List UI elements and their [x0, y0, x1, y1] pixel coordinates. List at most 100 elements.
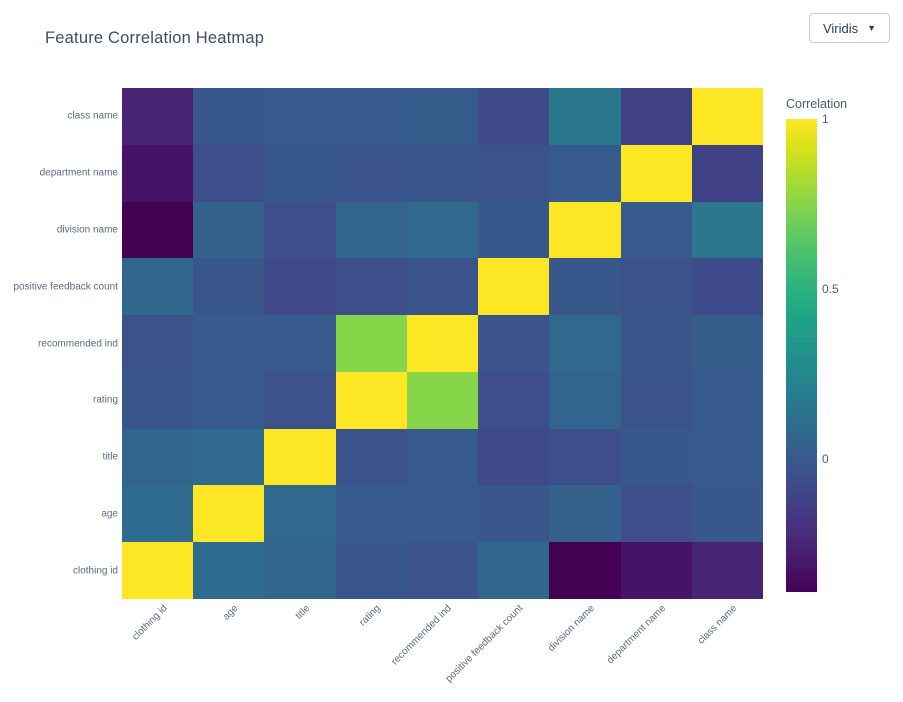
heatmap-cell[interactable] — [264, 258, 336, 316]
heatmap-cell[interactable] — [264, 485, 336, 543]
heatmap-cell[interactable] — [549, 542, 621, 599]
colorbar-tick-label: 1 — [822, 112, 829, 126]
heatmap-cell[interactable] — [193, 428, 265, 486]
heatmap-cell[interactable] — [122, 485, 194, 543]
heatmap-cell[interactable] — [478, 542, 550, 599]
heatmap-cell[interactable] — [620, 485, 692, 543]
heatmap-cell[interactable] — [549, 201, 621, 259]
heatmap-cell[interactable] — [122, 144, 194, 202]
colorbar-gradient — [786, 119, 817, 592]
heatmap-cell[interactable] — [193, 371, 265, 429]
x-axis-tick-label: age — [221, 603, 241, 623]
heatmap-cell[interactable] — [691, 201, 763, 259]
heatmap-cell[interactable] — [478, 428, 550, 486]
heatmap-cell[interactable] — [691, 485, 763, 543]
x-axis-tick-label: clothing id — [129, 603, 170, 643]
heatmap-cell[interactable] — [478, 201, 550, 259]
y-axis-tick-label: class name — [67, 110, 118, 122]
y-axis-tick-label: title — [102, 451, 118, 463]
heatmap-cell[interactable] — [264, 371, 336, 429]
heatmap-cell[interactable] — [122, 258, 194, 316]
heatmap-cell[interactable] — [335, 428, 407, 486]
heatmap-cell[interactable] — [620, 144, 692, 202]
heatmap-cell[interactable] — [335, 371, 407, 429]
colormap-dropdown[interactable]: Viridis ▼ — [809, 13, 890, 43]
heatmap-cell[interactable] — [193, 258, 265, 316]
heatmap-cell[interactable] — [549, 258, 621, 316]
heatmap-cell[interactable] — [193, 144, 265, 202]
heatmap-cell[interactable] — [264, 88, 336, 145]
heatmap-cell[interactable] — [620, 258, 692, 316]
heatmap-cell[interactable] — [691, 542, 763, 599]
heatmap-cell[interactable] — [478, 485, 550, 543]
x-axis-tick-label: title — [293, 603, 312, 622]
heatmap-cell[interactable] — [406, 88, 479, 145]
heatmap-cell[interactable] — [549, 485, 621, 543]
heatmap-cell[interactable] — [478, 88, 550, 145]
heatmap-cell[interactable] — [406, 428, 479, 486]
heatmap-cell[interactable] — [193, 315, 265, 372]
heatmap-plot-area[interactable] — [122, 88, 763, 599]
heatmap-cell[interactable] — [406, 144, 479, 202]
y-axis-tick-label: age — [101, 508, 118, 520]
heatmap-cell[interactable] — [478, 144, 550, 202]
heatmap-cell[interactable] — [691, 428, 763, 486]
heatmap-cell[interactable] — [691, 371, 763, 429]
heatmap-cell[interactable] — [406, 258, 479, 316]
heatmap-cell[interactable] — [122, 371, 194, 429]
heatmap-cell[interactable] — [406, 315, 479, 372]
heatmap-cell[interactable] — [406, 542, 479, 599]
x-axis-tick-label: rating — [357, 603, 384, 629]
chart-title: Feature Correlation Heatmap — [45, 29, 265, 47]
heatmap-cell[interactable] — [264, 542, 336, 599]
heatmap-cell[interactable] — [620, 542, 692, 599]
heatmap-cell[interactable] — [691, 88, 763, 145]
heatmap-cell[interactable] — [691, 258, 763, 316]
x-axis-tick-label: recommended ind — [389, 603, 455, 668]
heatmap-cell[interactable] — [478, 258, 550, 316]
heatmap-cell[interactable] — [193, 88, 265, 145]
heatmap-cell[interactable] — [406, 485, 479, 543]
heatmap-cell[interactable] — [193, 542, 265, 599]
heatmap-cell[interactable] — [549, 144, 621, 202]
heatmap-cell[interactable] — [335, 542, 407, 599]
heatmap-cell[interactable] — [264, 201, 336, 259]
heatmap-cell[interactable] — [478, 371, 550, 429]
heatmap-cell[interactable] — [620, 315, 692, 372]
heatmap-cell[interactable] — [122, 315, 194, 372]
heatmap-cell[interactable] — [264, 315, 336, 372]
heatmap-cell[interactable] — [620, 201, 692, 259]
heatmap-cell[interactable] — [122, 201, 194, 259]
y-axis-tick-label: department name — [39, 167, 118, 179]
heatmap-cell[interactable] — [478, 315, 550, 372]
heatmap-cell[interactable] — [193, 485, 265, 543]
y-axis-tick-label: positive feedback count — [13, 281, 118, 293]
heatmap-cell[interactable] — [264, 428, 336, 486]
x-axis-tick-label: class name — [695, 603, 740, 647]
heatmap-cell[interactable] — [620, 428, 692, 486]
heatmap-cell[interactable] — [549, 428, 621, 486]
heatmap-cell[interactable] — [122, 88, 194, 145]
heatmap-cell[interactable] — [335, 144, 407, 202]
heatmap-cell[interactable] — [122, 428, 194, 486]
heatmap-cell[interactable] — [691, 315, 763, 372]
heatmap-cell[interactable] — [620, 88, 692, 145]
colormap-dropdown-value: Viridis — [822, 20, 859, 36]
heatmap-cell[interactable] — [549, 315, 621, 372]
heatmap-cell[interactable] — [335, 485, 407, 543]
heatmap-cell[interactable] — [264, 144, 336, 202]
heatmap-cell[interactable] — [335, 315, 407, 372]
heatmap-cell[interactable] — [193, 201, 265, 259]
heatmap-cell[interactable] — [549, 371, 621, 429]
heatmap-cell[interactable] — [335, 201, 407, 259]
heatmap-cell[interactable] — [549, 88, 621, 145]
heatmap-cell[interactable] — [335, 258, 407, 316]
x-axis-tick-label: positive feedback count — [443, 603, 526, 685]
colorbar-title: Correlation — [786, 97, 848, 111]
heatmap-cell[interactable] — [620, 371, 692, 429]
heatmap-cell[interactable] — [406, 371, 479, 429]
heatmap-cell[interactable] — [122, 542, 194, 599]
heatmap-cell[interactable] — [335, 88, 407, 145]
heatmap-cell[interactable] — [691, 144, 763, 202]
heatmap-cell[interactable] — [406, 201, 479, 259]
